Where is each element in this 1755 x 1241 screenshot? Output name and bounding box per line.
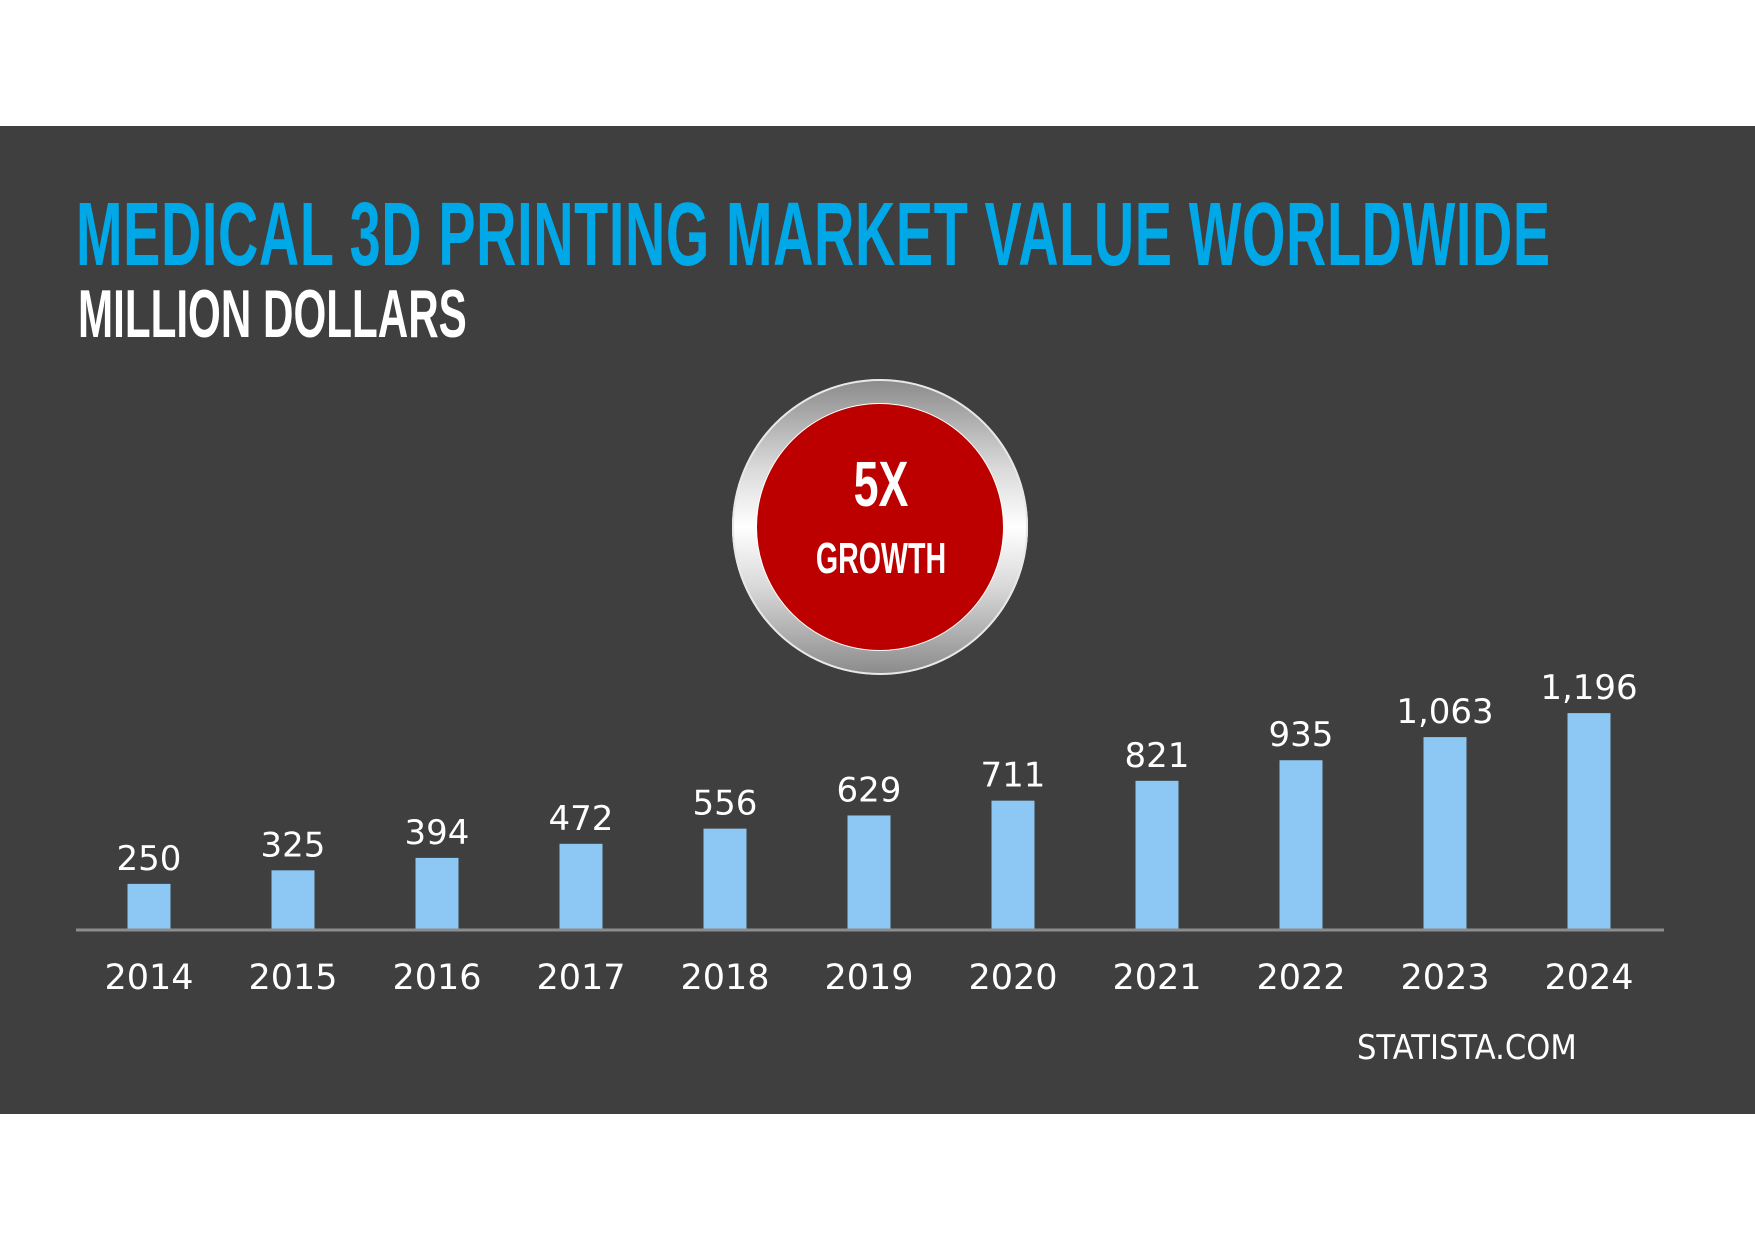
x-tick-label-2024: 2024: [1544, 958, 1633, 998]
chart-title: MEDICAL 3D PRINTING MARKET VALUE WORLDWI…: [76, 185, 1551, 285]
value-label-2022: 935: [1269, 715, 1334, 755]
growth-badge: 5X GROWTH: [732, 379, 1028, 675]
x-tick-label-2015: 2015: [248, 958, 337, 998]
bar-2017: [559, 843, 603, 929]
bar-2020: [991, 800, 1035, 929]
bar-2023: [1423, 737, 1467, 929]
bar-2022: [1279, 760, 1323, 929]
bar-2014: [127, 883, 171, 929]
x-tick-label-2014: 2014: [104, 958, 193, 998]
growth-badge-inner: 5X GROWTH: [756, 403, 1004, 651]
value-label-2015: 325: [261, 825, 326, 865]
x-tick-label-2022: 2022: [1256, 958, 1345, 998]
bar-2021: [1135, 780, 1179, 929]
x-tick-label-2020: 2020: [968, 958, 1057, 998]
x-tick-label-2016: 2016: [392, 958, 481, 998]
bar-2024: [1567, 713, 1611, 929]
value-label-2018: 556: [693, 784, 758, 824]
value-label-2014: 250: [117, 839, 182, 879]
source-label: STATISTA.COM: [1357, 1028, 1577, 1068]
bar-2016: [415, 857, 459, 929]
value-label-2021: 821: [1125, 736, 1190, 776]
x-tick-label-2023: 2023: [1400, 958, 1489, 998]
bar-2019: [847, 815, 891, 929]
chart-subtitle: MILLION DOLLARS: [78, 276, 467, 352]
x-tick-label-2017: 2017: [536, 958, 625, 998]
x-tick-label-2018: 2018: [680, 958, 769, 998]
x-tick-label-2021: 2021: [1112, 958, 1201, 998]
value-label-2023: 1,063: [1396, 692, 1493, 732]
value-label-2020: 711: [981, 756, 1046, 796]
growth-label: GROWTH: [815, 534, 947, 583]
value-label-2019: 629: [837, 770, 902, 810]
bar-2018: [703, 828, 747, 929]
value-label-2024: 1,196: [1540, 668, 1637, 708]
value-label-2016: 394: [405, 813, 470, 853]
bar-2015: [271, 870, 315, 929]
value-label-2017: 472: [549, 799, 614, 839]
growth-multiplier: 5X: [853, 448, 909, 520]
x-tick-label-2019: 2019: [824, 958, 913, 998]
